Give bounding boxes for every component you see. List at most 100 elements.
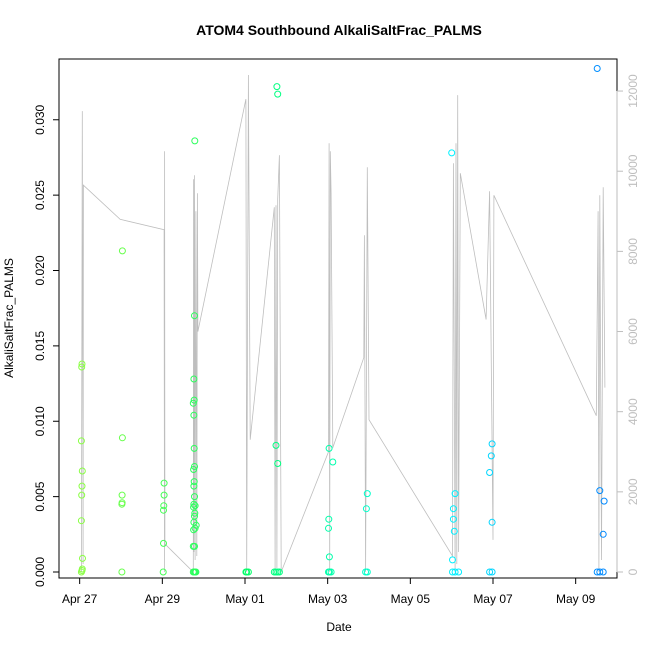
data-point bbox=[191, 312, 198, 320]
data-point bbox=[273, 83, 281, 91]
x-tick-label: May 01 bbox=[225, 592, 265, 606]
data-point bbox=[448, 149, 456, 157]
y-axis-label: AlkaliSaltFrac_PALMS bbox=[2, 258, 16, 378]
data-point bbox=[78, 491, 86, 499]
data-point bbox=[325, 444, 333, 452]
data-point bbox=[596, 487, 604, 495]
x-tick-label: May 07 bbox=[473, 592, 513, 606]
data-point bbox=[486, 469, 494, 476]
y-tick-label: 0.025 bbox=[33, 180, 47, 210]
y-tick-label: 0.020 bbox=[33, 255, 47, 285]
data-point bbox=[362, 505, 370, 513]
data-point bbox=[78, 363, 86, 371]
y2-axis: 0 2000 4000 6000 8000 10000 12000 bbox=[616, 74, 640, 575]
data-point bbox=[118, 568, 126, 576]
data-point bbox=[486, 568, 494, 576]
data-point bbox=[449, 505, 457, 513]
data-point-group bbox=[77, 65, 608, 576]
y-tick-label: 0.000 bbox=[33, 557, 47, 587]
data-point bbox=[449, 515, 457, 523]
data-point bbox=[159, 568, 167, 576]
data-point bbox=[596, 568, 604, 576]
data-point bbox=[118, 434, 126, 442]
data-point bbox=[78, 565, 86, 573]
y2-tick-label: 8000 bbox=[626, 238, 640, 265]
data-point bbox=[190, 478, 198, 486]
data-point bbox=[118, 491, 126, 499]
data-point bbox=[451, 490, 459, 498]
data-point bbox=[190, 396, 198, 404]
data-point bbox=[449, 556, 456, 564]
data-point bbox=[79, 554, 86, 562]
data-point bbox=[272, 441, 280, 449]
data-point bbox=[244, 568, 252, 576]
data-point bbox=[274, 90, 282, 98]
data-point bbox=[160, 491, 168, 499]
data-point bbox=[190, 444, 198, 452]
x-tick-label: May 03 bbox=[308, 592, 348, 606]
data-point bbox=[160, 506, 167, 514]
x-tick-label: May 05 bbox=[391, 592, 431, 606]
data-point bbox=[191, 137, 199, 145]
data-point bbox=[190, 482, 198, 490]
data-point bbox=[189, 399, 197, 407]
data-point bbox=[78, 467, 86, 475]
data-point bbox=[325, 524, 332, 532]
x-tick-label: Apr 29 bbox=[145, 592, 181, 606]
data-point bbox=[118, 247, 126, 255]
y2-tick-label: 2000 bbox=[626, 478, 640, 505]
data-point bbox=[160, 502, 168, 510]
data-point bbox=[77, 517, 85, 525]
data-point bbox=[363, 490, 371, 498]
y2-tick-label: 4000 bbox=[626, 398, 640, 425]
y-tick-label: 0.010 bbox=[33, 406, 47, 436]
data-point bbox=[599, 568, 607, 576]
data-point bbox=[160, 539, 167, 547]
data-point bbox=[327, 568, 335, 576]
data-point bbox=[487, 452, 495, 460]
data-point bbox=[78, 360, 86, 368]
data-point bbox=[192, 521, 200, 529]
data-point bbox=[191, 502, 199, 510]
data-point bbox=[325, 515, 333, 523]
data-point bbox=[190, 500, 198, 508]
y-axis: 0.000 0.005 0.010 0.015 0.020 0.025 0.030 bbox=[33, 104, 60, 587]
data-point bbox=[192, 568, 200, 576]
data-point bbox=[118, 499, 126, 507]
data-point bbox=[191, 524, 199, 532]
data-point bbox=[600, 497, 608, 505]
data-point bbox=[488, 568, 496, 576]
data-point bbox=[488, 518, 496, 526]
data-point bbox=[190, 503, 198, 511]
data-point bbox=[78, 482, 86, 490]
y-tick-label: 0.005 bbox=[33, 481, 47, 511]
x-axis-label: Date bbox=[326, 620, 352, 634]
y-tick-label: 0.015 bbox=[33, 331, 47, 361]
data-point bbox=[593, 65, 601, 72]
data-point bbox=[451, 568, 459, 576]
data-point bbox=[77, 437, 85, 445]
data-point bbox=[190, 411, 198, 419]
data-point bbox=[160, 479, 168, 487]
y2-tick-label: 10000 bbox=[626, 154, 640, 188]
y2-tick-label: 12000 bbox=[626, 74, 640, 108]
chart-title: ATOM4 Southbound AlkaliSaltFrac_PALMS bbox=[196, 22, 482, 38]
data-point bbox=[191, 493, 198, 501]
data-point bbox=[455, 568, 463, 576]
data-point bbox=[450, 527, 458, 535]
data-point bbox=[329, 458, 337, 466]
data-point bbox=[325, 553, 333, 561]
x-tick-label: May 09 bbox=[556, 592, 596, 606]
data-point bbox=[190, 375, 198, 383]
y2-tick-label: 6000 bbox=[626, 318, 640, 345]
data-point bbox=[191, 542, 198, 550]
x-axis: Apr 27 Apr 29 May 01 May 03 May 05 May 07 May … bbox=[62, 577, 596, 606]
data-point bbox=[191, 512, 198, 520]
data-point bbox=[190, 466, 198, 473]
y-tick-label: 0.030 bbox=[33, 104, 47, 134]
x-tick-label: Apr 27 bbox=[62, 592, 98, 606]
data-point bbox=[363, 568, 371, 576]
data-point bbox=[488, 440, 496, 448]
